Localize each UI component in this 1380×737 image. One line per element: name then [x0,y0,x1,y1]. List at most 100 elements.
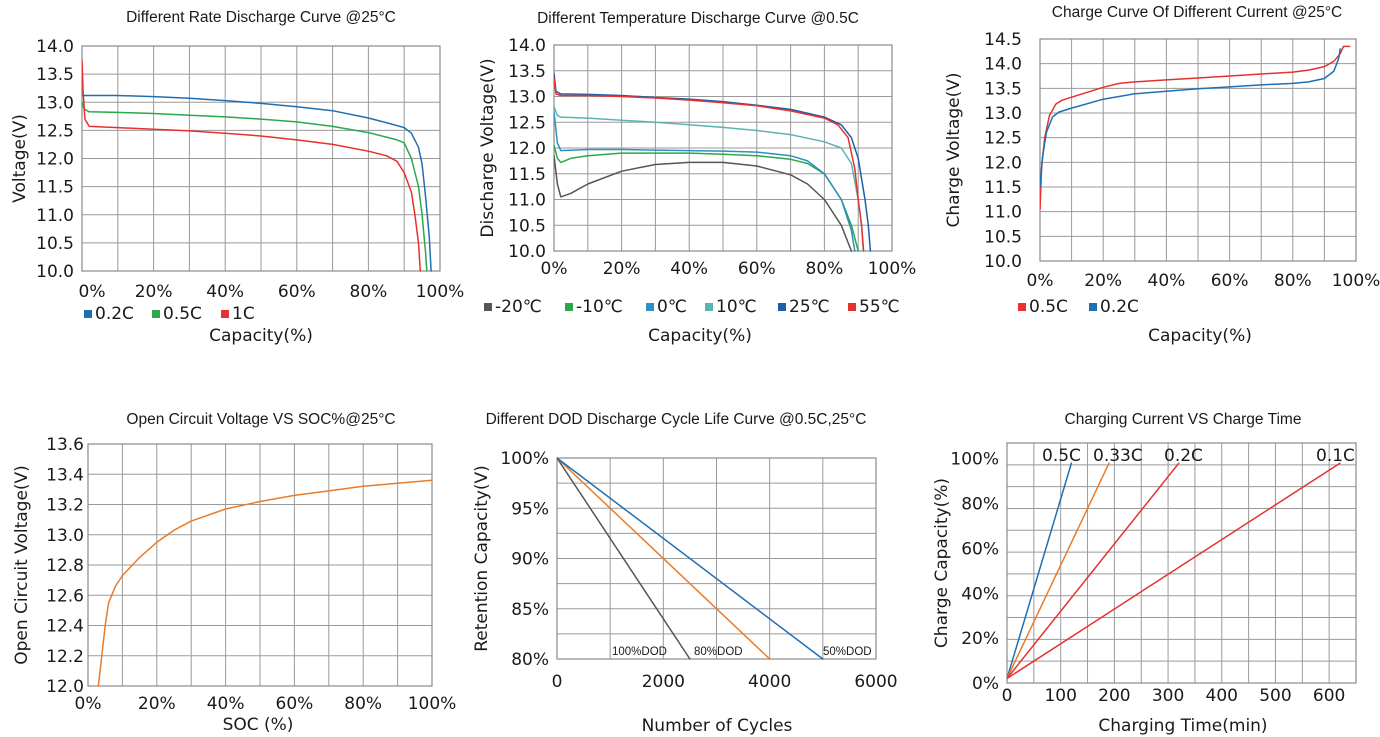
y-tick-label: 13.0 [36,93,74,113]
legend-swatch [484,303,492,311]
x-tick-label: 0% [541,259,568,279]
y-axis-label: Charge Capacity(%) [932,478,952,648]
x-tick-label: 0% [79,282,106,302]
series-line-033C [1007,462,1110,680]
x-tick-label: 80% [1274,271,1312,291]
y-tick-label: 12.0 [508,139,546,159]
legend-swatch [646,303,654,311]
rate-annotation: 0.33C [1093,446,1143,466]
series-line-01C [1007,462,1341,680]
legend-swatch [848,303,856,311]
legend-label: -10℃ [576,297,623,317]
x-tick-label: 60% [278,282,316,302]
x-tick-label: 40% [206,282,244,302]
y-tick-label: 11.0 [984,203,1022,223]
series-line-05C [82,101,428,272]
x-axis-label: SOC (%) [223,715,294,735]
plot-frame [87,443,433,687]
y-tick-label: 12.4 [46,617,84,637]
chart-title: Different DOD Discharge Cycle Life Curve… [486,411,867,428]
x-tick-label: 0 [552,672,563,692]
rate-annotation: 0.1C [1316,446,1355,466]
y-tick-label: 40% [961,584,999,604]
x-tick-label: 400 [1206,686,1238,706]
rate-annotation: 0.5C [1042,446,1081,466]
legend-swatch [84,310,92,318]
y-tick-label: 12.0 [36,150,74,170]
series-line-02C [1007,462,1180,680]
x-axis-label: Capacity(%) [209,326,313,346]
chart-3: Charge Curve Of Different Current @25°C 0… [944,4,1380,346]
chart-title: Open Circuit Voltage VS SOC%@25°C [126,411,395,428]
chart-title: Charge Curve Of Different Current @25°C [1052,4,1342,21]
x-tick-label: 0% [1027,271,1054,291]
y-tick-label: 12.5 [36,121,74,141]
plot-frame [81,45,441,272]
series-line-10 [554,106,865,252]
y-axis-label: Voltage(V) [10,114,30,203]
legend-label: 55℃ [859,297,900,317]
y-tick-label: 13.2 [46,496,84,516]
y-tick-label: 11.5 [508,165,546,185]
y-tick-label: 80% [961,495,999,515]
x-axis-label: Capacity(%) [648,326,752,346]
y-tick-label: 14.5 [984,30,1022,50]
dod-annotation: 100%DOD [612,646,667,658]
x-tick-label: 0 [1002,686,1013,706]
y-tick-label: 13.5 [36,65,74,85]
dod-annotation: 80%DOD [694,646,743,658]
y-tick-label: 10.5 [984,227,1022,247]
x-tick-label: 20% [138,694,176,714]
y-tick-label: 10.5 [508,216,546,236]
series-line-05C [1040,45,1351,210]
x-tick-label: 4000 [748,672,791,692]
plot-frame [1039,38,1357,262]
y-axis-label: Discharge Voltage(V) [478,58,498,237]
x-tick-label: 80% [806,259,844,279]
legend-label: 0.5C [1029,297,1068,317]
x-tick-label: 40% [1148,271,1186,291]
y-tick-label: 10.0 [36,262,74,282]
y-tick-label: 12.2 [46,647,84,667]
y-tick-label: 13.0 [46,526,84,546]
x-tick-label: 100 [1044,686,1076,706]
plot-frame [1006,442,1357,684]
y-tick-label: 12.5 [984,129,1022,149]
y-tick-label: 11.0 [508,191,546,211]
y-tick-label: 10.0 [984,252,1022,272]
y-tick-label: 11.5 [36,178,74,198]
x-tick-label: 600 [1313,686,1345,706]
y-tick-label: 13.5 [984,79,1022,99]
series-line-05C [1007,462,1073,680]
y-tick-label: 12.6 [46,586,84,606]
y-axis-label: Charge Voltage(V) [944,72,964,227]
chart-title: Charging Current VS Charge Time [1065,411,1302,428]
x-tick-label: 100% [416,282,465,302]
x-tick-label: 100% [1332,271,1380,291]
series-line-10 [554,144,859,252]
chart-title: Different Rate Discharge Curve @25°C [126,9,396,26]
y-tick-label: 90% [511,550,549,570]
x-tick-label: 20% [1084,271,1122,291]
series-line-55 [554,77,865,252]
legend-swatch [565,303,573,311]
series-line-20 [554,154,853,252]
plot-frame [556,457,877,660]
legend-label: 10℃ [716,297,757,317]
x-tick-label: 20% [603,259,641,279]
legend-label: 0.2C [95,304,134,324]
x-tick-label: 20% [135,282,173,302]
y-tick-label: 95% [511,499,549,519]
chart-2: Different Temperature Discharge Curve @0… [478,10,916,346]
y-tick-label: 14.0 [984,55,1022,75]
y-axis-label: Open Circuit Voltage(V) [12,465,32,665]
series-line-02C [82,94,432,272]
y-tick-label: 13.4 [46,465,84,485]
legend-swatch [221,310,229,318]
legend-swatch [778,303,786,311]
legend-label: 0.5C [163,304,202,324]
y-tick-label: 80% [511,650,549,670]
chart-title: Different Temperature Discharge Curve @0… [537,10,859,27]
y-tick-label: 14.0 [508,36,546,56]
